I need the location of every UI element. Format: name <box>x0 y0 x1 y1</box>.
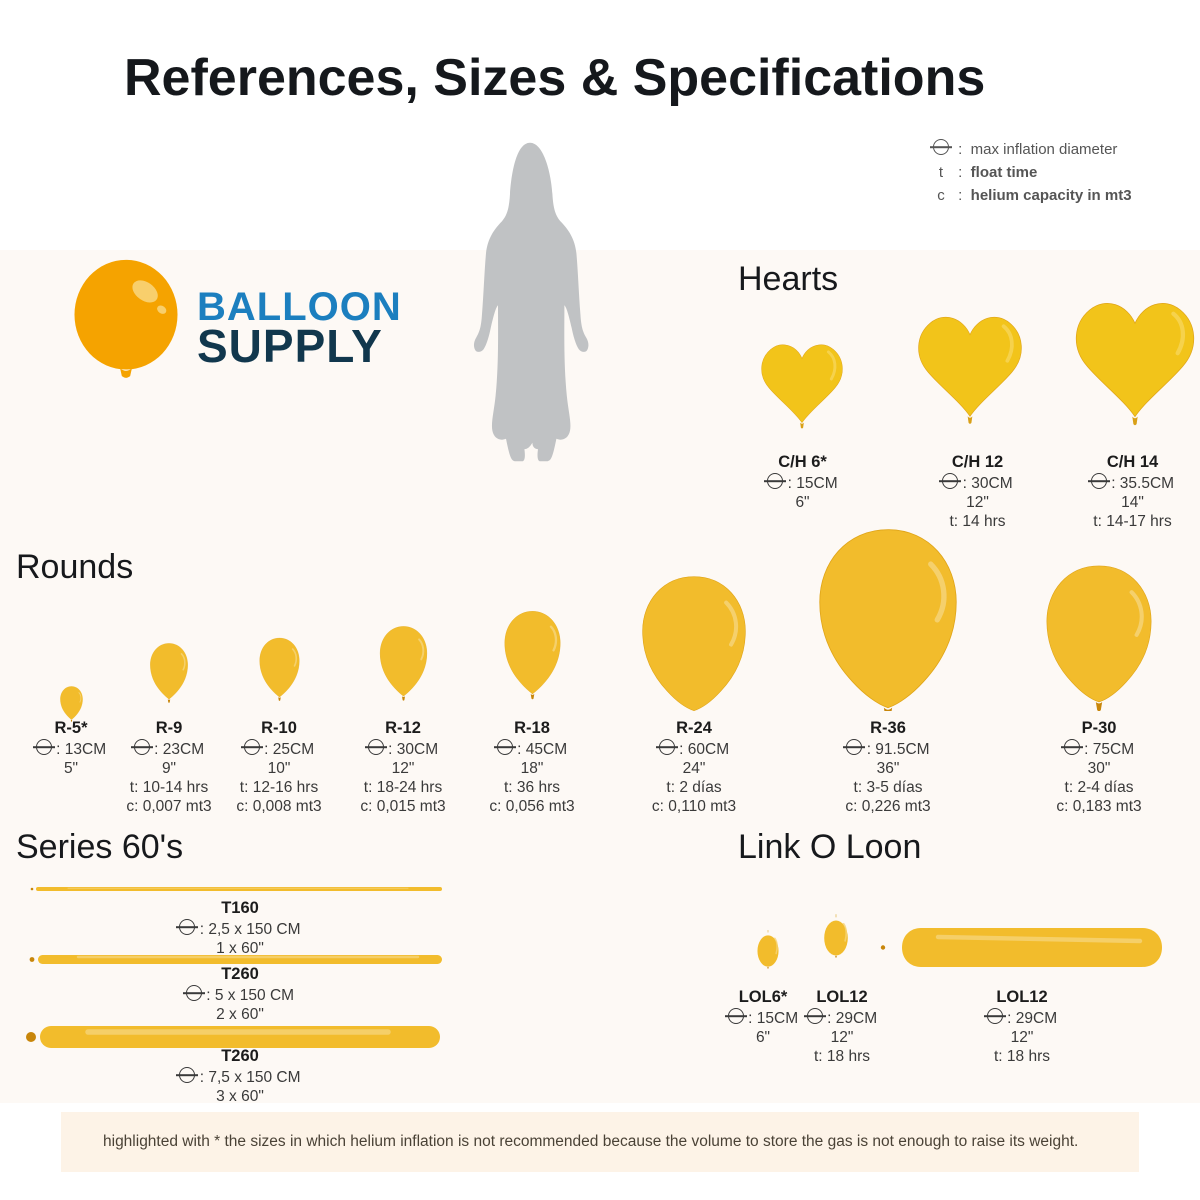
svg-text:SUPPLY: SUPPLY <box>197 320 383 368</box>
